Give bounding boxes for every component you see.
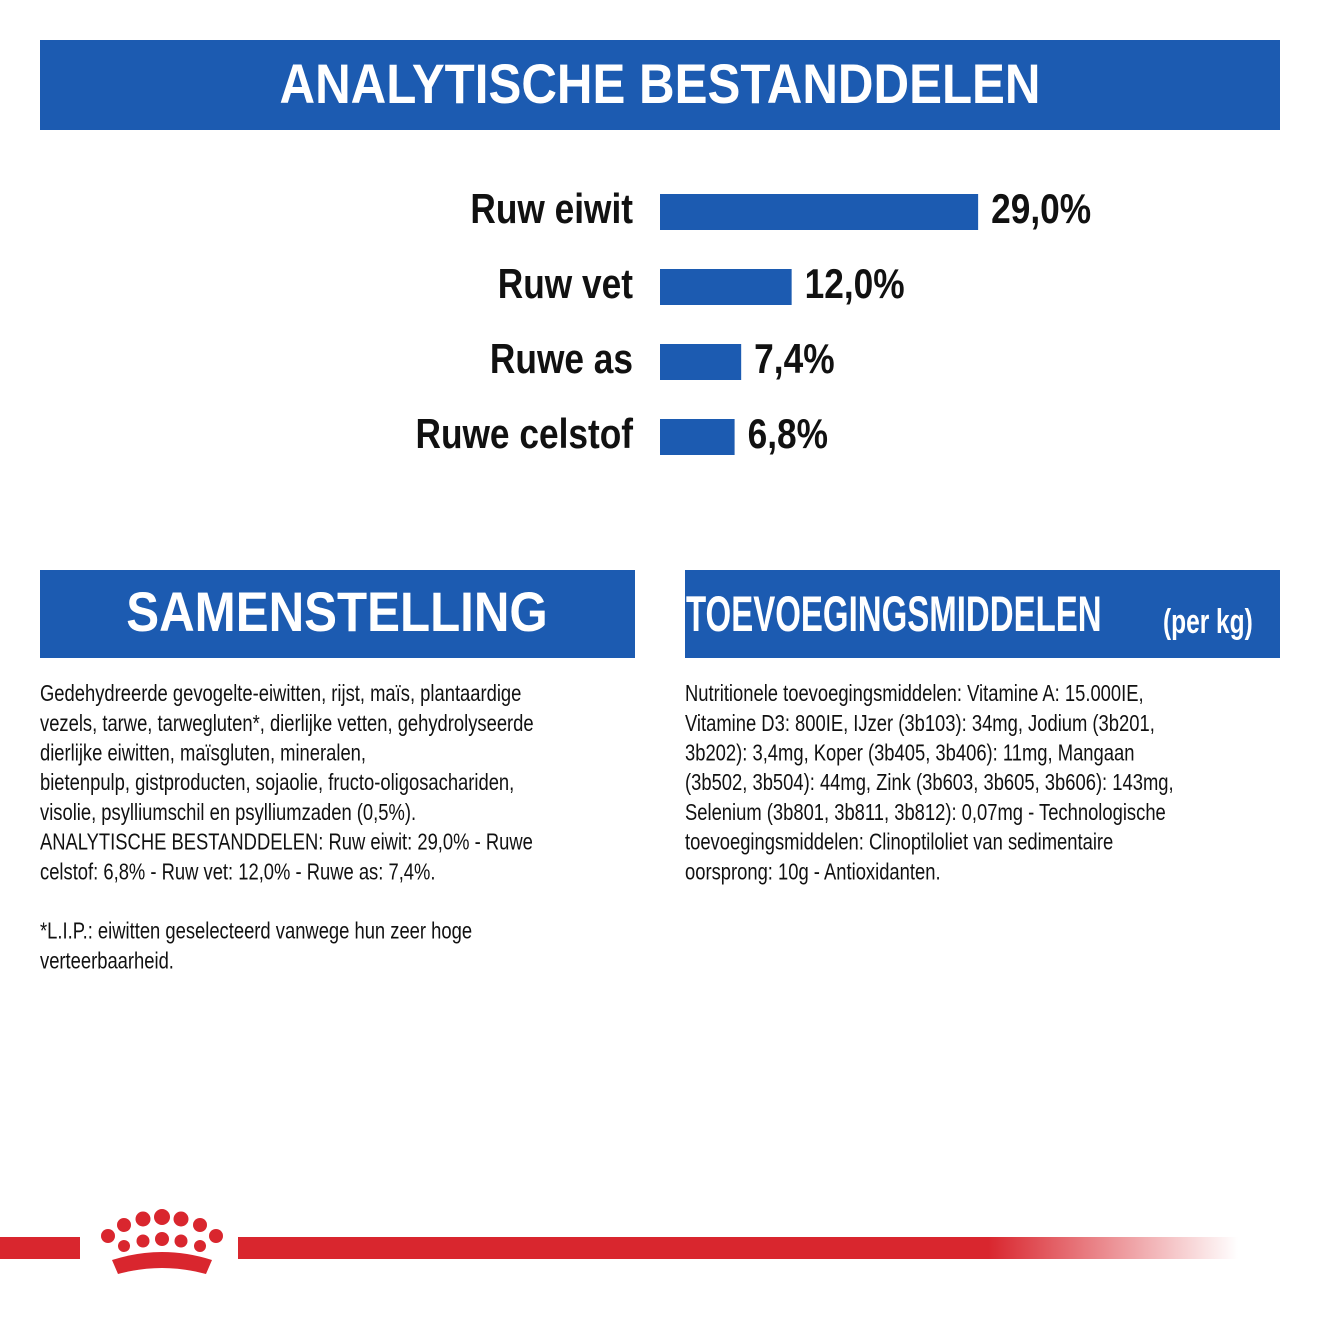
- value-label: 29,0%: [991, 186, 1091, 233]
- page-title: ANALYTISCHE BESTANDDELEN: [280, 53, 1041, 116]
- body-text-group: bietenpulp, gistproducten, sojaolie, fru…: [40, 770, 514, 795]
- body-text: verteerbaarheid.: [40, 948, 174, 973]
- page-title-group: ANALYTISCHE BESTANDDELEN: [280, 53, 1041, 116]
- category-label: Ruwe celstof: [416, 411, 634, 458]
- body-text: Vitamine D3: 800IE, IJzer (3b103): 34mg,…: [685, 711, 1155, 736]
- body-text-group: verteerbaarheid.: [40, 948, 174, 973]
- section-title-group: TOEVOEGINGSMIDDELEN: [686, 586, 1102, 641]
- body-text: (3b502, 3b504): 44mg, Zink (3b603, 3b605…: [685, 770, 1174, 795]
- category-label-group: Ruwe as: [490, 336, 633, 383]
- body-text: ANALYTISCHE BESTANDDELEN: Ruw eiwit: 29,…: [40, 830, 533, 855]
- body-text: toevoegingsmiddelen: Clinoptiloliet van …: [685, 830, 1113, 855]
- body-text: Gedehydreerde gevogelte-eiwitten, rijst,…: [40, 681, 521, 706]
- body-text: dierlijke eiwitten, maïsgluten, minerale…: [40, 741, 366, 766]
- category-label-group: Ruw vet: [498, 261, 633, 308]
- body-text: celstof: 6,8% - Ruw vet: 12,0% - Ruwe as…: [40, 859, 435, 884]
- body-text: vezels, tarwe, tarwegluten*, dierlijke v…: [40, 711, 534, 736]
- body-text-group: 3b202): 3,4mg, Koper (3b405, 3b406): 11m…: [685, 741, 1134, 766]
- category-label-group: Ruwe celstof: [416, 411, 634, 458]
- body-text: *L.I.P.: eiwitten geselecteerd vanwege h…: [40, 919, 472, 944]
- body-text: Selenium (3b801, 3b811, 3b812): 0,07mg -…: [685, 800, 1166, 825]
- body-text-group: Vitamine D3: 800IE, IJzer (3b103): 34mg,…: [685, 711, 1155, 736]
- value-label-group: 7,4%: [754, 336, 834, 383]
- body-text-group: Selenium (3b801, 3b811, 3b812): 0,07mg -…: [685, 800, 1166, 825]
- body-text-group: celstof: 6,8% - Ruw vet: 12,0% - Ruwe as…: [40, 859, 435, 884]
- section-bar: [40, 570, 635, 658]
- body-text-group: Gedehydreerde gevogelte-eiwitten, rijst,…: [40, 681, 521, 706]
- logo: [101, 1209, 223, 1274]
- category-label: Ruwe as: [490, 336, 633, 383]
- body-text-group: oorsprong: 10g - Antioxidanten.: [685, 859, 941, 884]
- section-subtitle: (per kg): [1163, 603, 1253, 641]
- body-text-group: vezels, tarwe, tarwegluten*, dierlijke v…: [40, 711, 534, 736]
- value-label: 7,4%: [754, 336, 834, 383]
- body-text-group: dierlijke eiwitten, maïsgluten, minerale…: [40, 741, 366, 766]
- footer-stripe: [0, 1237, 80, 1259]
- footer-stripe: [238, 1237, 1238, 1259]
- body-text-group: toevoegingsmiddelen: Clinoptiloliet van …: [685, 830, 1113, 855]
- body-text: oorsprong: 10g - Antioxidanten.: [685, 859, 941, 884]
- body-text: 3b202): 3,4mg, Koper (3b405, 3b406): 11m…: [685, 741, 1134, 766]
- value-label-group: 6,8%: [748, 411, 828, 458]
- body-text-group: ANALYTISCHE BESTANDDELEN: Ruw eiwit: 29,…: [40, 830, 533, 855]
- category-label: Ruw eiwit: [470, 186, 633, 233]
- body-text-group: (3b502, 3b504): 44mg, Zink (3b603, 3b605…: [685, 770, 1174, 795]
- body-text: Nutritionele toevoegingsmiddelen: Vitami…: [685, 681, 1144, 706]
- body-text-group: Nutritionele toevoegingsmiddelen: Vitami…: [685, 681, 1144, 706]
- bar: [660, 344, 742, 380]
- category-label-group: Ruw eiwit: [470, 186, 633, 233]
- section-title: SAMENSTELLING: [126, 581, 548, 644]
- section-subtitle-group: (per kg): [1163, 603, 1253, 641]
- body-text: visolie, psylliumschil en psylliumzaden …: [40, 800, 416, 825]
- category-label: Ruw vet: [498, 261, 633, 308]
- value-label: 12,0%: [805, 261, 905, 308]
- value-label-group: 12,0%: [805, 261, 905, 308]
- body-text-group: *L.I.P.: eiwitten geselecteerd vanwege h…: [40, 919, 472, 944]
- body-text: bietenpulp, gistproducten, sojaolie, fru…: [40, 770, 514, 795]
- bar: [660, 269, 792, 305]
- value-label: 6,8%: [748, 411, 828, 458]
- value-label-group: 29,0%: [991, 186, 1091, 233]
- body-text-group: visolie, psylliumschil en psylliumzaden …: [40, 800, 416, 825]
- title-bar: [40, 40, 1280, 130]
- section-title-group: SAMENSTELLING: [126, 581, 548, 644]
- bar: [660, 194, 979, 230]
- section-title: TOEVOEGINGSMIDDELEN: [686, 586, 1102, 641]
- bar: [660, 419, 735, 455]
- section-bar: [685, 570, 1280, 658]
